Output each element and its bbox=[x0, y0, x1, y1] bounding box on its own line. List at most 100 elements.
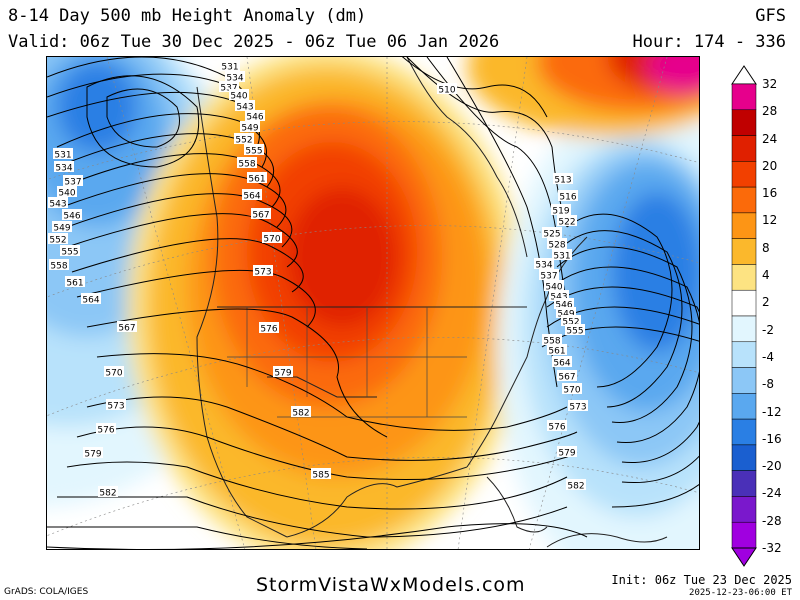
contour-label-bg bbox=[63, 175, 83, 186]
colorbar-labels: 32 28 24 20 16 12 8 4 2 -2 -4 -8 -12 -16 -20 -24 -28 -32 bbox=[762, 64, 798, 568]
colorbar-tick-label: 12 bbox=[762, 213, 778, 228]
contour-label-text: 531 bbox=[54, 151, 71, 161]
contour-label: 528 bbox=[547, 238, 567, 251]
contour-label: 567 bbox=[557, 370, 577, 383]
contour-label-bg bbox=[253, 265, 273, 276]
contour-label: 573 bbox=[106, 399, 126, 412]
contour-label-text: 561 bbox=[248, 175, 265, 185]
contour-label: 546 bbox=[554, 298, 574, 311]
contour-label: 516 bbox=[558, 190, 578, 203]
forecast-hours: Hour: 174 - 336 bbox=[632, 32, 786, 52]
contour-label: 540 bbox=[229, 89, 249, 102]
contour-label-bg bbox=[104, 366, 124, 377]
contour-labels: 5315345375405435465495525555585615645675… bbox=[48, 60, 588, 499]
colorbar-swatch bbox=[731, 238, 757, 265]
colorbar-swatch bbox=[731, 161, 757, 188]
contour-label-text: 558 bbox=[543, 337, 560, 347]
issue-timestamp: 2025-12-23-06:00 ET bbox=[689, 588, 792, 598]
contour-label: 543 bbox=[48, 197, 68, 210]
contour-label: 525 bbox=[542, 227, 562, 240]
contour-label-bg bbox=[244, 144, 264, 155]
contour-label-bg bbox=[48, 233, 68, 244]
contour-label: 567 bbox=[117, 321, 137, 334]
contour-label: 576 bbox=[259, 322, 279, 335]
contour-label: 531 bbox=[220, 60, 240, 73]
contour-label-text: 576 bbox=[97, 426, 114, 436]
colorbar-tick-label: -16 bbox=[762, 431, 782, 446]
contour-label-text: 513 bbox=[554, 176, 571, 186]
colorbar-tick-label: 4 bbox=[762, 268, 770, 283]
contour-label-bg bbox=[219, 81, 239, 92]
contour-label-bg bbox=[565, 324, 585, 335]
contour-label: 543 bbox=[549, 290, 569, 303]
contour-label-bg bbox=[54, 161, 74, 172]
contour-label-bg bbox=[48, 197, 68, 208]
contour-label: 540 bbox=[544, 280, 564, 293]
contour-label-text: 510 bbox=[438, 86, 455, 96]
contour-label-text: 540 bbox=[230, 92, 247, 102]
contour-label-text: 534 bbox=[226, 74, 243, 84]
colorbar-tick-label: -32 bbox=[762, 541, 782, 555]
contour-label: 555 bbox=[244, 144, 264, 157]
contour-label-text: 576 bbox=[260, 325, 277, 335]
contour-label-text: 555 bbox=[245, 147, 262, 157]
contour-label: 546 bbox=[245, 110, 265, 123]
contour-label-bg bbox=[60, 245, 80, 256]
contour-label: 537 bbox=[63, 175, 83, 188]
colorbar-tick-label: -8 bbox=[762, 377, 774, 392]
contour-label-text: 564 bbox=[82, 296, 99, 306]
colorbar-swatch bbox=[731, 470, 757, 497]
colorbar-swatch bbox=[731, 264, 757, 291]
colorbar-swatch bbox=[731, 109, 757, 136]
contour-label-bg bbox=[562, 383, 582, 394]
contour-label: 576 bbox=[96, 423, 116, 436]
contour-label: 561 bbox=[547, 344, 567, 357]
contour-label-bg bbox=[558, 190, 578, 201]
contour-label-bg bbox=[106, 399, 126, 410]
contour-label: 549 bbox=[240, 121, 260, 134]
contour-label-text: 522 bbox=[558, 218, 575, 228]
graticule bbox=[47, 57, 699, 549]
colorbar-tick-label: 16 bbox=[762, 186, 778, 201]
contour-label-bg bbox=[542, 334, 562, 345]
colorbar-bottom-arrow bbox=[731, 547, 757, 567]
contour-label-bg bbox=[240, 121, 260, 132]
contour-label-bg bbox=[557, 215, 577, 226]
model-name: GFS bbox=[755, 6, 786, 26]
contour-label-bg bbox=[49, 259, 69, 270]
contour-label: 576 bbox=[547, 420, 567, 433]
contour-label-text: 585 bbox=[312, 471, 329, 481]
anomaly-colorbar bbox=[731, 65, 757, 567]
contour-label: 549 bbox=[556, 307, 576, 320]
coastlines bbox=[196, 57, 668, 548]
colorbar-swatch bbox=[731, 315, 757, 343]
contour-label-text: 570 bbox=[263, 235, 280, 245]
contour-label: 561 bbox=[65, 276, 85, 289]
contour-label-text: 567 bbox=[558, 373, 575, 383]
contour-label-text: 582 bbox=[567, 482, 584, 492]
colorbar-tick-label: 32 bbox=[762, 77, 778, 91]
contour-label-bg bbox=[117, 321, 137, 332]
contour-label-bg bbox=[547, 238, 567, 249]
contour-label-text: 543 bbox=[49, 200, 66, 210]
contour-label-text: 561 bbox=[548, 347, 565, 357]
site-watermark: StormVistaWxModels.com bbox=[256, 574, 526, 596]
contour-label: 522 bbox=[557, 215, 577, 228]
contour-label-bg bbox=[544, 280, 564, 291]
contour-label-text: 579 bbox=[274, 369, 291, 379]
contour-label-bg bbox=[251, 208, 271, 219]
contour-label: 510 bbox=[437, 83, 457, 96]
colorbar-tick-label: -24 bbox=[762, 486, 782, 501]
contour-label: 552 bbox=[561, 315, 581, 328]
contour-label-text: 546 bbox=[63, 212, 80, 222]
contour-label-bg bbox=[96, 423, 116, 434]
colorbar-tick-label: 24 bbox=[762, 131, 778, 146]
contour-label-bg bbox=[568, 400, 588, 411]
colorbar-tick-label: 8 bbox=[762, 240, 770, 255]
contour-label-bg bbox=[235, 100, 255, 111]
contour-label-bg bbox=[554, 298, 574, 309]
contour-label-bg bbox=[557, 370, 577, 381]
contour-label: 585 bbox=[311, 468, 331, 481]
contour-label: 531 bbox=[53, 148, 73, 161]
contour-label-text: 561 bbox=[66, 279, 83, 289]
